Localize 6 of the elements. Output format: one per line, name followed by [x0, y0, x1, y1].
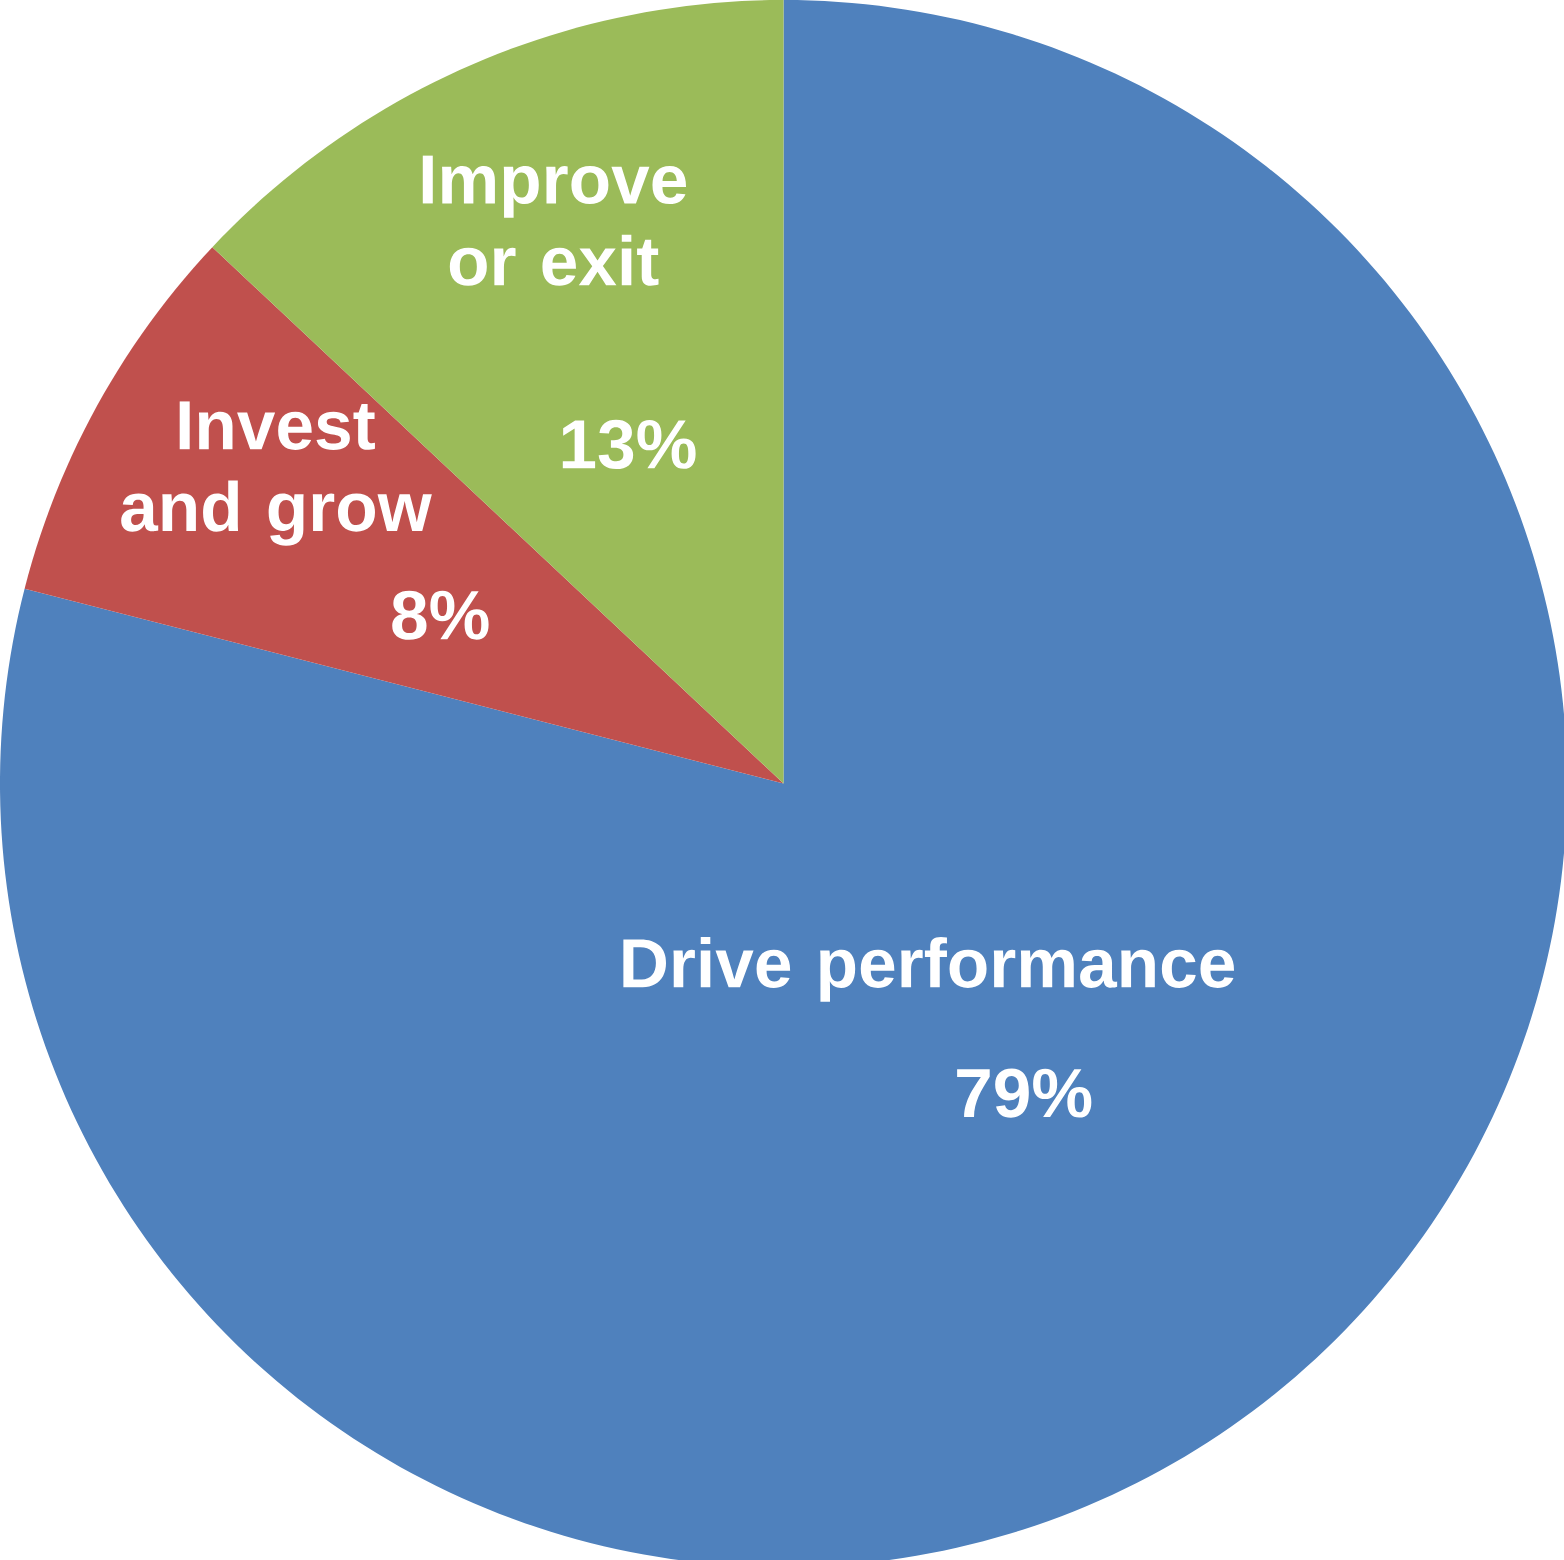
data-label: 79%: [957, 1068, 1092, 1118]
slice-label: Drive performance: [623, 936, 1235, 1002]
slice-label: Invest and grow: [121, 401, 432, 546]
data-label: 8%: [392, 590, 489, 640]
data-label: 13%: [562, 419, 696, 470]
slice-label: Improve or exit: [422, 155, 687, 286]
